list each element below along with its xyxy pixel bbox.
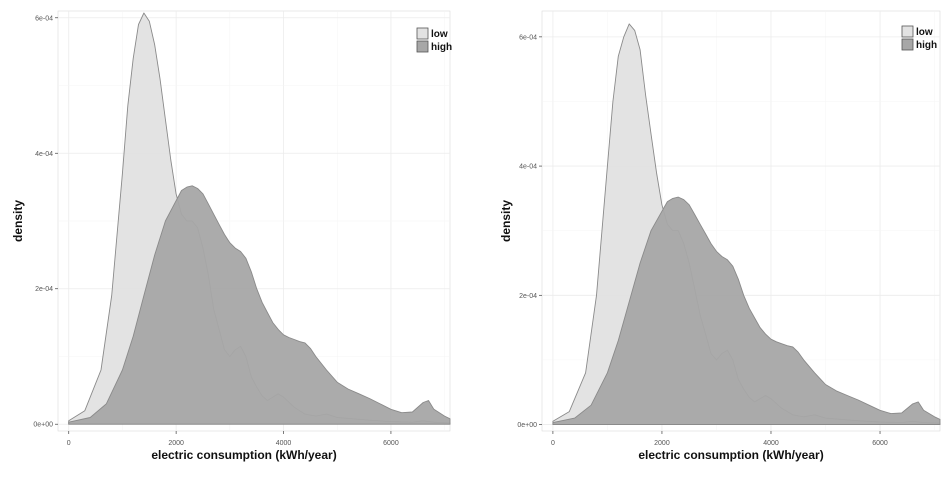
legend: low high bbox=[416, 27, 452, 53]
legend-label-low: low bbox=[431, 29, 448, 40]
x-tick-label: 2000 bbox=[654, 440, 670, 447]
density-area-high bbox=[68, 185, 451, 425]
y-tick-label: 2e-04 bbox=[519, 293, 537, 300]
legend-label-high: high bbox=[916, 40, 937, 51]
y-axis-title: density bbox=[11, 200, 25, 242]
x-tick-label: 6000 bbox=[383, 440, 399, 447]
legend-key-low bbox=[416, 27, 429, 40]
x-tick-label: 6000 bbox=[872, 440, 888, 447]
legend-key-high bbox=[901, 38, 914, 51]
legend-key-high bbox=[416, 40, 429, 53]
chart-panel-1: 0 2000 4000 6000 0e+00 2e-04 4e-04 6e-04 electri… bbox=[11, 10, 452, 462]
y-tick-label: 2e-04 bbox=[35, 286, 53, 293]
legend-label-low: low bbox=[916, 27, 933, 38]
y-tick-label: 0e+00 bbox=[517, 422, 537, 429]
legend-key-low bbox=[901, 25, 914, 38]
y-tick-label: 6e-04 bbox=[519, 34, 537, 41]
x-tick-label: 0 bbox=[551, 440, 555, 447]
legend: low high bbox=[901, 25, 937, 51]
x-tick-label: 4000 bbox=[763, 440, 779, 447]
density-area-high bbox=[552, 196, 941, 425]
x-tick-label: 2000 bbox=[168, 440, 184, 447]
y-axis-title: density bbox=[499, 200, 513, 242]
chart-panel-2: 0 2000 4000 6000 0e+00 2e-04 4e-04 6e-04 electri… bbox=[499, 10, 941, 462]
legend-label-high: high bbox=[431, 42, 452, 53]
x-tick-label: 4000 bbox=[276, 440, 292, 447]
y-tick-label: 4e-04 bbox=[35, 151, 53, 158]
x-axis-title: electric consumption (kWh/year) bbox=[151, 448, 336, 462]
x-axis-title: electric consumption (kWh/year) bbox=[638, 448, 823, 462]
y-tick-label: 4e-04 bbox=[519, 164, 537, 171]
y-tick-label: 0e+00 bbox=[33, 422, 53, 429]
y-tick-label: 6e-04 bbox=[35, 15, 53, 22]
x-tick-label: 0 bbox=[67, 440, 71, 447]
